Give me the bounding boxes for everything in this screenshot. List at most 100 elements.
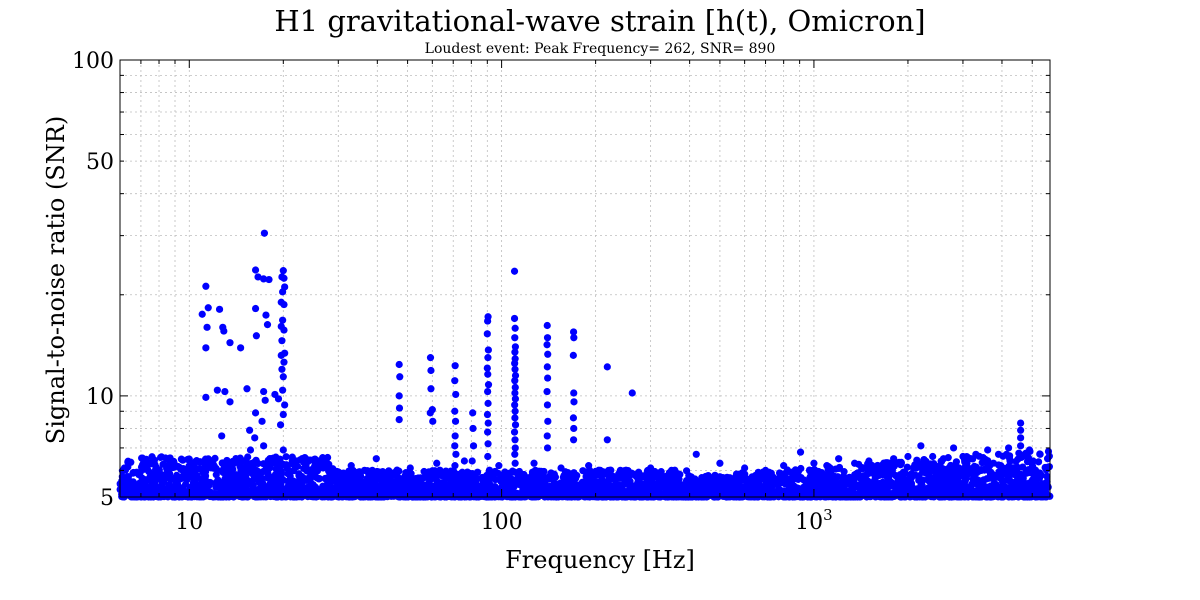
data-point	[543, 363, 551, 371]
data-point	[449, 480, 457, 489]
data-point	[306, 467, 314, 475]
data-point	[904, 452, 912, 461]
data-point	[588, 470, 596, 478]
data-point	[279, 316, 287, 324]
data-point	[463, 484, 471, 492]
data-point	[127, 458, 135, 466]
data-point	[603, 436, 611, 444]
y-tick-label: 10	[86, 385, 114, 410]
data-point	[716, 459, 724, 467]
data-point	[792, 475, 801, 483]
data-point	[476, 490, 484, 498]
data-point	[198, 310, 206, 318]
data-point	[186, 483, 194, 491]
data-point	[171, 487, 179, 496]
data-point	[143, 461, 151, 469]
x-tick-label: 103	[795, 506, 833, 535]
data-point	[787, 468, 796, 476]
data-point	[305, 484, 313, 492]
data-point	[460, 457, 468, 465]
data-point	[125, 479, 133, 487]
data-point	[486, 486, 494, 494]
data-point	[845, 488, 853, 497]
data-point	[1015, 492, 1023, 500]
data-point	[365, 473, 373, 481]
data-point	[417, 490, 425, 498]
x-axis-label: Frequency [Hz]	[505, 546, 695, 574]
data-point	[648, 471, 657, 480]
data-point	[252, 332, 260, 340]
data-point	[823, 479, 831, 487]
data-point	[933, 464, 941, 472]
data-point	[911, 461, 919, 469]
data-point	[429, 482, 437, 490]
y-tick-label: 50	[86, 150, 114, 175]
data-point	[483, 330, 491, 338]
data-point	[672, 489, 681, 497]
data-point	[451, 417, 460, 425]
data-point	[543, 401, 552, 409]
data-point	[997, 462, 1005, 470]
data-point	[278, 337, 286, 345]
data-point	[692, 450, 700, 458]
data-point	[897, 459, 905, 467]
data-point	[484, 492, 492, 500]
data-point	[944, 487, 952, 495]
data-point	[241, 477, 249, 485]
data-point	[543, 387, 551, 396]
data-point	[469, 409, 477, 417]
data-point	[451, 462, 459, 470]
data-point	[511, 365, 519, 373]
data-point	[726, 475, 734, 483]
data-point	[676, 483, 684, 491]
data-point	[837, 492, 845, 500]
data-point	[125, 490, 133, 499]
data-point	[251, 434, 259, 442]
data-point	[451, 362, 459, 370]
data-point	[261, 396, 269, 404]
data-point	[379, 478, 387, 486]
data-point	[280, 300, 288, 309]
data-point	[511, 450, 519, 458]
data-point	[574, 481, 582, 489]
data-point	[626, 469, 634, 478]
data-point	[287, 485, 296, 493]
data-point	[251, 266, 260, 274]
data-point	[157, 487, 165, 495]
data-point	[511, 421, 520, 429]
data-point	[246, 426, 254, 434]
data-point	[1045, 463, 1053, 471]
data-point	[938, 471, 946, 480]
data-point	[741, 484, 750, 492]
data-point	[1005, 491, 1014, 499]
data-point	[192, 492, 201, 500]
data-point	[570, 424, 578, 433]
data-point	[628, 389, 636, 397]
data-point	[656, 476, 664, 484]
data-point	[279, 410, 287, 419]
data-point	[484, 317, 492, 325]
data-point	[254, 273, 262, 281]
data-point	[442, 467, 450, 475]
data-point	[974, 481, 983, 489]
data-point	[569, 328, 578, 336]
data-point	[226, 398, 234, 406]
data-point	[158, 480, 166, 488]
data-point	[511, 359, 519, 367]
data-point	[570, 473, 578, 482]
data-point	[543, 488, 551, 496]
data-point	[203, 485, 211, 493]
data-point	[543, 334, 552, 342]
data-point	[395, 392, 403, 400]
data-point	[274, 395, 283, 403]
data-point	[266, 482, 274, 490]
data-point	[631, 490, 639, 498]
data-point	[953, 476, 961, 484]
data-point	[215, 305, 224, 313]
data-point	[643, 475, 651, 483]
data-point	[647, 464, 655, 472]
data-point	[429, 417, 437, 425]
data-point	[682, 476, 691, 485]
data-point	[1029, 480, 1037, 488]
